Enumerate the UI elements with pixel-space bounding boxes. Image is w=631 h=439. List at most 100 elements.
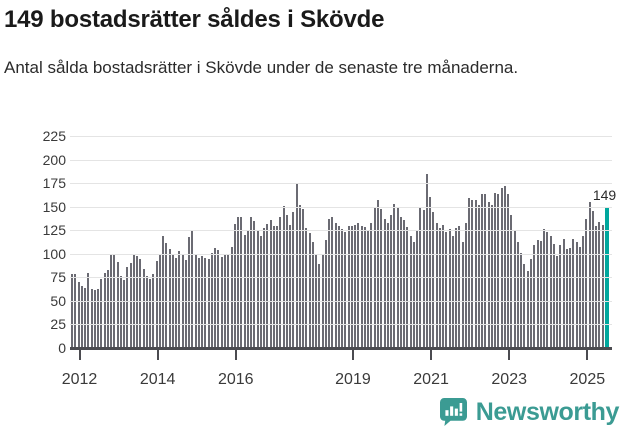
bar[interactable] bbox=[432, 212, 435, 348]
bar[interactable] bbox=[184, 260, 187, 348]
bar[interactable] bbox=[217, 250, 220, 348]
bar[interactable] bbox=[578, 247, 581, 348]
bar[interactable] bbox=[162, 235, 165, 348]
bar[interactable] bbox=[269, 219, 272, 348]
bar[interactable] bbox=[350, 225, 353, 348]
bar[interactable] bbox=[282, 205, 285, 348]
bar[interactable] bbox=[598, 221, 601, 348]
bar[interactable] bbox=[461, 242, 464, 348]
bar[interactable] bbox=[360, 226, 363, 348]
bar[interactable] bbox=[546, 232, 549, 348]
bar[interactable] bbox=[386, 222, 389, 348]
bar[interactable] bbox=[168, 249, 171, 348]
bar[interactable] bbox=[311, 241, 314, 348]
bar[interactable] bbox=[552, 244, 555, 348]
bar[interactable] bbox=[429, 197, 432, 348]
bar[interactable] bbox=[93, 289, 96, 348]
bar[interactable] bbox=[243, 234, 246, 348]
bar[interactable] bbox=[324, 239, 327, 348]
bar[interactable] bbox=[220, 256, 223, 348]
bar[interactable] bbox=[458, 226, 461, 348]
bar[interactable] bbox=[471, 200, 474, 348]
bar[interactable] bbox=[481, 194, 484, 348]
bar[interactable] bbox=[412, 242, 415, 348]
bar[interactable] bbox=[403, 219, 406, 348]
bar[interactable] bbox=[347, 226, 350, 348]
bar[interactable] bbox=[399, 217, 402, 348]
bar[interactable] bbox=[520, 252, 523, 348]
bar[interactable] bbox=[331, 217, 334, 348]
bar[interactable] bbox=[477, 204, 480, 348]
bar[interactable] bbox=[409, 235, 412, 348]
bar[interactable] bbox=[363, 227, 366, 348]
bar[interactable] bbox=[370, 222, 373, 348]
bar[interactable] bbox=[152, 273, 155, 348]
bar[interactable] bbox=[250, 217, 253, 348]
bar[interactable] bbox=[390, 215, 392, 348]
bar[interactable] bbox=[585, 218, 588, 348]
bar[interactable] bbox=[230, 247, 233, 348]
bar[interactable] bbox=[285, 215, 288, 348]
bar[interactable] bbox=[334, 222, 337, 348]
bar[interactable] bbox=[318, 264, 321, 348]
bar[interactable] bbox=[422, 210, 425, 348]
bar[interactable] bbox=[383, 218, 386, 348]
bar[interactable] bbox=[367, 231, 370, 348]
bar[interactable] bbox=[305, 228, 308, 348]
bar[interactable] bbox=[357, 222, 360, 348]
bar[interactable] bbox=[503, 185, 506, 348]
bar[interactable] bbox=[494, 193, 497, 348]
bar[interactable] bbox=[442, 224, 445, 348]
bar[interactable] bbox=[298, 204, 301, 348]
bar[interactable] bbox=[468, 198, 471, 348]
bar[interactable] bbox=[549, 235, 552, 348]
bar[interactable] bbox=[266, 223, 269, 348]
bar[interactable] bbox=[246, 231, 249, 348]
bar[interactable] bbox=[178, 250, 181, 348]
bar[interactable] bbox=[126, 266, 129, 348]
bar[interactable] bbox=[71, 273, 73, 348]
bar[interactable] bbox=[74, 273, 77, 348]
bar[interactable] bbox=[197, 257, 200, 348]
bar[interactable] bbox=[263, 228, 266, 348]
bar[interactable] bbox=[295, 183, 298, 348]
bar[interactable] bbox=[237, 217, 240, 348]
bar[interactable] bbox=[513, 231, 516, 348]
bar[interactable] bbox=[119, 276, 122, 348]
bar[interactable] bbox=[123, 280, 126, 348]
bar[interactable] bbox=[484, 194, 487, 348]
bar[interactable] bbox=[591, 211, 594, 348]
bar[interactable] bbox=[103, 272, 106, 348]
bar[interactable] bbox=[344, 232, 347, 348]
bar[interactable] bbox=[572, 238, 575, 348]
bar[interactable] bbox=[145, 276, 148, 348]
bar[interactable] bbox=[393, 203, 396, 348]
bar[interactable] bbox=[523, 264, 526, 348]
bar[interactable] bbox=[253, 220, 256, 348]
bar[interactable] bbox=[516, 242, 519, 348]
bar[interactable] bbox=[533, 245, 536, 348]
bar[interactable] bbox=[425, 173, 428, 348]
bar[interactable] bbox=[536, 239, 539, 348]
bar[interactable] bbox=[500, 187, 503, 348]
bar[interactable] bbox=[543, 229, 545, 348]
bar[interactable] bbox=[308, 233, 311, 348]
bar[interactable] bbox=[416, 231, 419, 348]
bar[interactable] bbox=[435, 222, 438, 348]
bar[interactable] bbox=[341, 229, 344, 348]
bar[interactable] bbox=[90, 288, 93, 348]
bar[interactable] bbox=[497, 194, 500, 348]
bar[interactable] bbox=[149, 279, 152, 348]
bar[interactable] bbox=[207, 258, 210, 348]
bar[interactable] bbox=[595, 225, 598, 348]
bar[interactable] bbox=[559, 245, 562, 348]
bar[interactable] bbox=[474, 200, 477, 348]
bar[interactable] bbox=[438, 228, 441, 348]
bar[interactable] bbox=[539, 240, 542, 348]
bar[interactable] bbox=[448, 229, 451, 348]
bar[interactable] bbox=[188, 236, 191, 348]
bar[interactable] bbox=[490, 204, 493, 348]
bar[interactable] bbox=[279, 217, 282, 348]
bar[interactable] bbox=[80, 285, 83, 348]
bar[interactable] bbox=[569, 248, 572, 348]
